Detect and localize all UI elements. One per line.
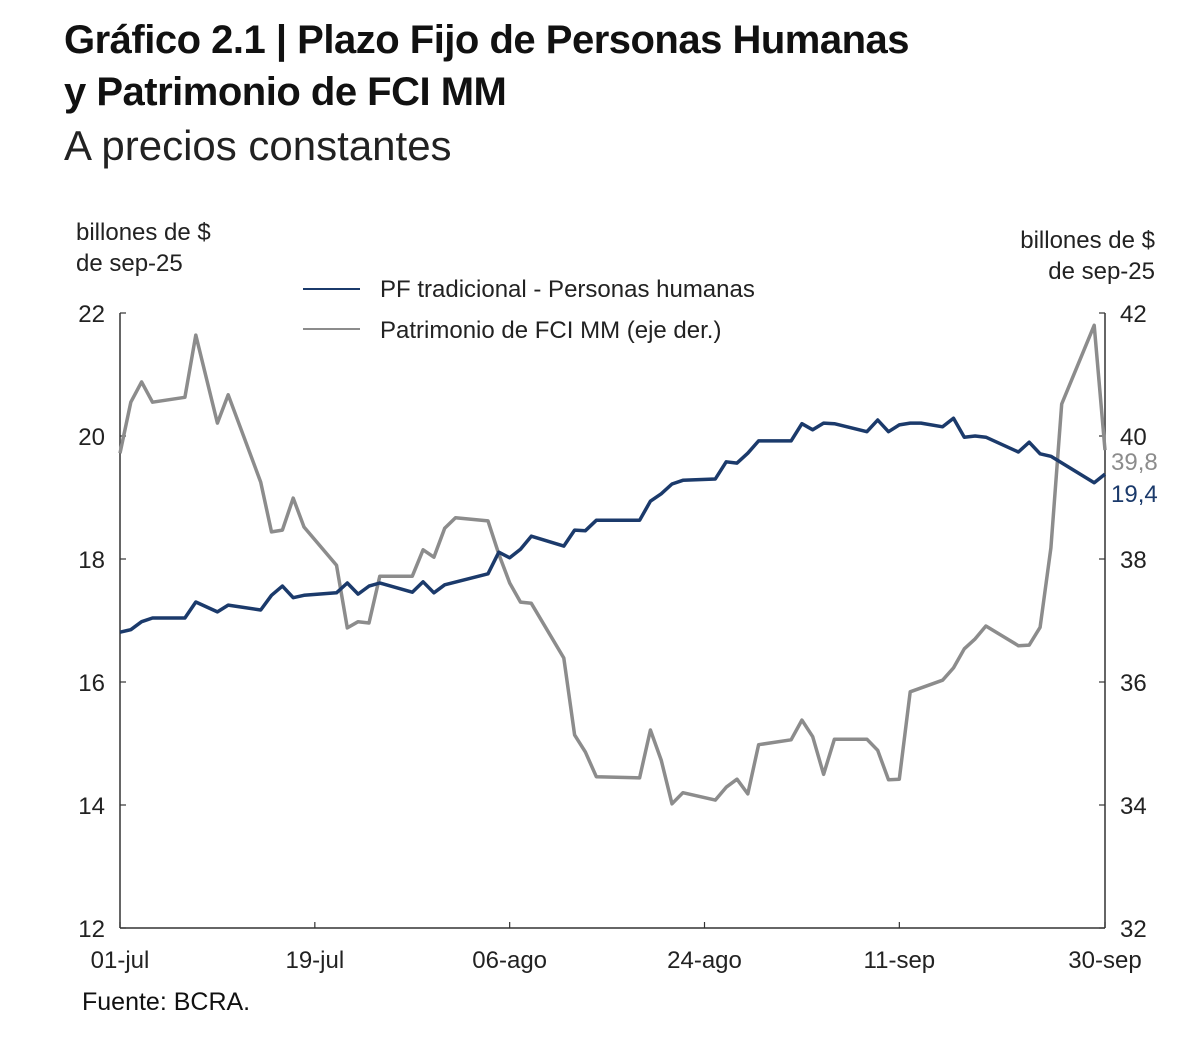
left-tick-label: 22 (78, 301, 105, 328)
legend: PF tradicional - Personas humanas Patrim… (303, 276, 755, 344)
left-tick-label: 14 (78, 793, 105, 820)
left-tick-label: 18 (78, 547, 105, 574)
series-line-fci (118, 323, 1107, 806)
end-label-fci: 39,8 (1111, 449, 1158, 476)
right-tick-label: 34 (1120, 793, 1147, 820)
x-tick-label: 11-sep (864, 947, 936, 974)
legend-label-pf: PF tradicional - Personas humanas (380, 276, 755, 303)
x-tick-label: 19-jul (285, 947, 344, 974)
chart-title-line2: y Patrimonio de FCI MM (64, 70, 507, 114)
series-line-pf (119, 416, 1107, 634)
left-tick-label: 20 (78, 424, 105, 451)
left-tick-label: 12 (78, 916, 105, 943)
right-tick-label: 40 (1120, 424, 1147, 451)
right-tick-label: 38 (1120, 547, 1147, 574)
x-tick-label: 06-ago (472, 947, 547, 974)
left-axis-label: billones de $ de sep-25 (76, 217, 211, 279)
end-label-pf: 19,4 (1111, 481, 1158, 508)
x-tick-label: 24-ago (667, 947, 742, 974)
left-axis-label-line1: billones de $ (76, 219, 211, 246)
chart-subtitle: A precios constantes (64, 122, 452, 169)
legend-label-fci: Patrimonio de FCI MM (eje der.) (380, 317, 721, 344)
left-axis-label-line2: de sep-25 (76, 250, 183, 277)
right-tick-label: 42 (1120, 301, 1147, 328)
right-tick-label: 36 (1120, 670, 1147, 697)
x-tick-label: 01-jul (91, 947, 150, 974)
right-axis-label-line1: billones de $ (1020, 227, 1155, 254)
source-note: Fuente: BCRA. (82, 988, 251, 1016)
right-axis-label: billones de $ de sep-25 (1020, 225, 1155, 287)
chart-title: Gráfico 2.1 | Plazo Fijo de Personas Hum… (64, 18, 910, 62)
left-tick-label: 16 (78, 670, 105, 697)
right-axis-label-line2: de sep-25 (1048, 258, 1155, 285)
x-tick-label: 30-sep (1068, 947, 1141, 974)
right-tick-label: 32 (1120, 916, 1147, 943)
